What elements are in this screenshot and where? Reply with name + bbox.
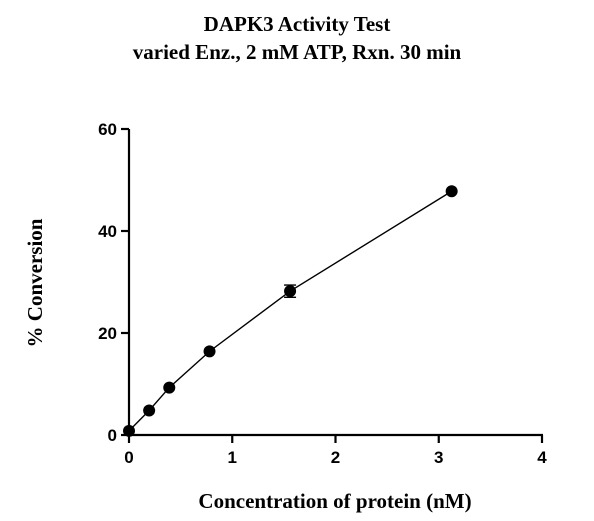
x-tick-label: 4	[537, 448, 547, 467]
data-point	[143, 404, 156, 417]
x-tick-label: 3	[434, 448, 443, 467]
data-series	[123, 185, 458, 437]
data-point	[163, 381, 176, 394]
series-line	[128, 190, 453, 432]
data-point	[123, 424, 135, 437]
y-axis-label: % Conversion	[23, 218, 47, 347]
y-tick-label: 20	[98, 324, 117, 343]
data-point	[203, 345, 216, 358]
y-tick-label: 40	[98, 222, 117, 241]
x-tick-label: 2	[331, 448, 340, 467]
x-tick-label: 0	[124, 448, 133, 467]
data-point	[445, 185, 458, 198]
x-tick-label: 1	[228, 448, 237, 467]
y-tick-label: 0	[108, 426, 117, 445]
x-axis-label: Concentration of protein (nM)	[198, 489, 471, 513]
data-point	[284, 285, 297, 298]
y-tick-label: 60	[98, 120, 117, 139]
chart-subtitle: varied Enz., 2 mM ATP, Rxn. 30 min	[132, 40, 462, 64]
chart-title: DAPK3 Activity Test	[203, 12, 391, 36]
